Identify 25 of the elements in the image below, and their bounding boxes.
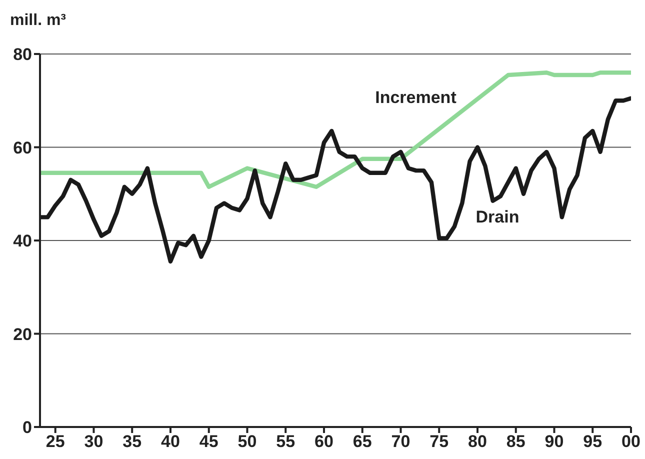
x-tick-label: 50 [238,432,257,452]
series-label: Increment [375,88,457,107]
series-label: Drain [476,207,520,226]
line-series [40,70,631,189]
x-tick-label: 00 [622,432,640,452]
x-tick-label: 60 [314,432,334,452]
x-tick-label: 90 [544,432,564,452]
x-tick-label: 30 [84,432,104,452]
y-tick-label: 40 [13,232,32,251]
x-tick-label: 40 [161,432,180,452]
y-tick-label: 60 [13,138,32,158]
x-tick-label: 95 [583,432,602,452]
y-tick-label: 20 [13,324,32,344]
x-tick-label: 85 [506,432,526,452]
x-tick-label: 55 [276,432,296,452]
x-tick-label: 25 [46,432,65,452]
x-tick-label: 35 [122,432,142,452]
x-tick-label: 75 [430,432,449,452]
y-tick-label: 80 [13,45,32,64]
x-tick-label: 80 [468,432,487,452]
x-tick-label: 70 [391,432,410,452]
y-axis-title: mill. m³ [10,12,66,30]
x-tick-label: 45 [199,432,218,452]
y-tick-label: 0 [22,418,32,438]
x-tick-label: 65 [352,432,372,452]
